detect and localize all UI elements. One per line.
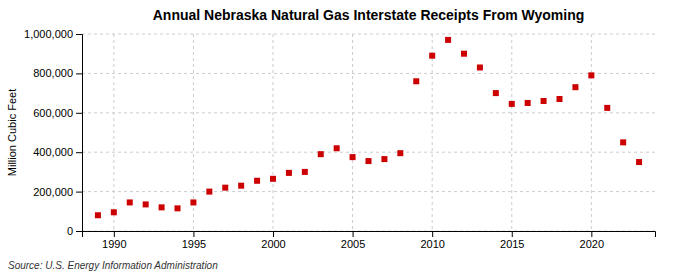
point	[604, 105, 610, 111]
tick-label: 2005	[341, 238, 365, 250]
points	[95, 37, 642, 218]
point	[318, 151, 324, 157]
point	[429, 53, 435, 59]
point	[111, 209, 117, 215]
tick-mark	[512, 231, 513, 237]
tick-mark	[273, 231, 274, 237]
point	[557, 96, 563, 102]
y-axis-title: Million Cubic Feet	[6, 89, 18, 176]
tick-label: 1,000,000	[24, 28, 73, 40]
tick: 2000	[261, 231, 285, 250]
tick-mark	[76, 192, 82, 193]
tick: 1990	[102, 231, 126, 250]
point	[541, 98, 547, 104]
point	[445, 37, 451, 43]
point	[143, 201, 149, 207]
point	[572, 84, 578, 90]
grid-line	[113, 34, 114, 231]
point	[461, 51, 467, 57]
tick-label: 2020	[580, 238, 604, 250]
tick: 600,000	[33, 107, 82, 119]
tick-mark	[76, 152, 82, 153]
tick-label: 2000	[261, 238, 285, 250]
point	[270, 176, 276, 182]
axis-line	[83, 232, 656, 238]
tick-label: 800,000	[33, 67, 73, 79]
point	[509, 101, 515, 107]
point	[588, 72, 594, 78]
tick-label: 1990	[102, 238, 126, 250]
grid-line	[82, 152, 655, 153]
source: Source: U.S. Energy Information Administ…	[8, 260, 218, 271]
grid-line	[273, 34, 274, 231]
point	[636, 159, 642, 165]
tick-label: 600,000	[33, 107, 73, 119]
point	[620, 139, 626, 145]
point	[350, 154, 356, 160]
point	[413, 78, 419, 84]
tick: 200,000	[33, 186, 82, 198]
point	[366, 158, 372, 164]
tick-label: 0	[67, 225, 73, 237]
grid-line	[82, 112, 655, 113]
tick: 1,000,000	[24, 28, 82, 40]
point	[206, 189, 212, 195]
axis-line	[76, 35, 83, 232]
tick: 800,000	[33, 67, 82, 79]
grid-line	[511, 34, 512, 231]
tick: 400,000	[33, 146, 82, 158]
point	[127, 199, 133, 205]
tick-mark	[193, 231, 194, 237]
point	[525, 100, 531, 106]
tick-label: 1995	[182, 238, 206, 250]
tick-label: 2010	[420, 238, 444, 250]
grid-line	[82, 34, 655, 35]
tick-mark	[76, 34, 82, 35]
tick-mark	[114, 231, 115, 237]
grid-line	[591, 34, 592, 231]
grid-line	[432, 34, 433, 231]
y-axis: 0 200,000 400,000 600,000 800,000 1,000,000	[24, 28, 82, 237]
grid-line	[352, 34, 353, 231]
point	[175, 205, 181, 211]
point	[222, 185, 228, 191]
tick: 2020	[580, 231, 604, 250]
point	[334, 145, 340, 151]
point	[190, 199, 196, 205]
point	[159, 204, 165, 210]
tick: 2010	[420, 231, 444, 250]
tick-mark	[353, 231, 354, 237]
tick-mark	[76, 73, 82, 74]
point	[286, 170, 292, 176]
tick-label: 400,000	[33, 146, 73, 158]
point	[95, 212, 101, 218]
tick-mark	[591, 231, 592, 237]
grid	[82, 34, 655, 231]
grid-line	[82, 191, 655, 192]
tick-mark	[76, 113, 82, 114]
x-axis: 1990 1995 2000 2005 2010 2015 2020	[83, 231, 656, 250]
point	[477, 64, 483, 70]
point	[254, 178, 260, 184]
grid-line	[82, 73, 655, 74]
tick: 2015	[500, 231, 524, 250]
point	[381, 156, 387, 162]
tick-mark	[76, 231, 82, 232]
point	[302, 169, 308, 175]
plot: 1990 1995 2000 2005 2010 2015 2020 0 200,000 400,…	[24, 28, 655, 250]
tick: 2005	[341, 231, 365, 250]
point	[238, 183, 244, 189]
tick: 1995	[182, 231, 206, 250]
tick: 0	[67, 225, 82, 237]
tick-mark	[432, 231, 433, 237]
chart: 1990 1995 2000 2005 2010 2015 2020 0 200,000 400,…	[0, 0, 675, 275]
tick-label: 2015	[500, 238, 524, 250]
point	[397, 150, 403, 156]
tick-label: 200,000	[33, 186, 73, 198]
point	[493, 90, 499, 96]
title: Annual Nebraska Natural Gas Interstate R…	[153, 7, 585, 23]
